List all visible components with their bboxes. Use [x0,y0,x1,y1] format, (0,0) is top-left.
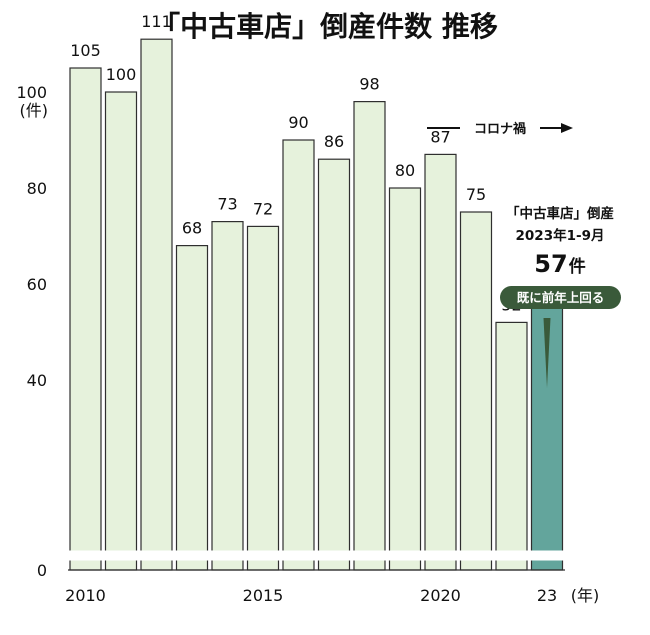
badge-label: 既に前年上回る [517,290,605,305]
bar-2012 [140,38,173,571]
annotation-line2: 2023年1-9月 [516,227,605,244]
annotation-value-unit: 件 [569,256,586,277]
value-label: 72 [253,199,273,218]
x-tick-label: 2020 [420,586,461,605]
y-tick-label: 100 [16,83,47,102]
x-tick-label: 2010 [65,586,106,605]
bar-2010 [69,67,102,571]
value-label: 105 [70,41,101,60]
value-labels-group: 10510011168737290869880877552 [70,12,521,314]
x-tick-label: 23 [537,586,557,605]
bar-2022 [495,321,528,571]
bar-2013 [175,245,209,571]
bars-group [64,38,569,571]
axis-break-band [64,551,569,560]
y-tick-label: 80 [27,179,47,198]
annotation-value-number: 57 [534,250,567,278]
chart-title: 「中古車店」倒産件数 推移 [152,10,498,43]
bar-2019 [388,187,422,571]
bar-2016 [282,139,315,571]
value-label: 73 [217,195,237,214]
x-axis: 2010 2015 2020 23 (年) [65,586,599,605]
y-tick-label: 0 [37,561,47,580]
value-label: 80 [395,161,415,180]
corona-arrow-head [561,123,573,133]
annotation-line1: 「中古車店」倒産 [506,205,614,222]
badge-background [500,286,621,309]
bar-2020 [424,153,457,571]
y-axis: 100 80 60 40 0 (件) [16,83,48,580]
y-tick-label: 60 [27,275,47,294]
corona-label: コロナ禍 [474,121,526,137]
annotation-pointer [543,318,551,388]
value-label: 100 [106,65,137,84]
value-label: 68 [182,219,202,238]
value-label: 98 [359,75,379,94]
value-label: 86 [324,132,344,151]
x-tick-label: 2015 [243,586,284,605]
bar-2017 [317,158,351,571]
value-label: 87 [430,127,450,146]
bar-2018 [353,100,386,571]
bar-2011 [104,91,138,571]
annotation-value: 57件 [534,250,585,278]
corona-period-indicator: コロナ禍 [427,121,573,137]
y-tick-label: 40 [27,371,47,390]
x-axis-unit: (年) [571,586,600,605]
bar-2015 [246,225,280,571]
value-label: 75 [466,185,486,204]
bar-2014 [211,221,244,571]
y-axis-unit: (件) [20,101,49,120]
value-label: 111 [141,12,172,31]
bar-2021 [459,211,493,571]
value-label: 90 [288,113,308,132]
